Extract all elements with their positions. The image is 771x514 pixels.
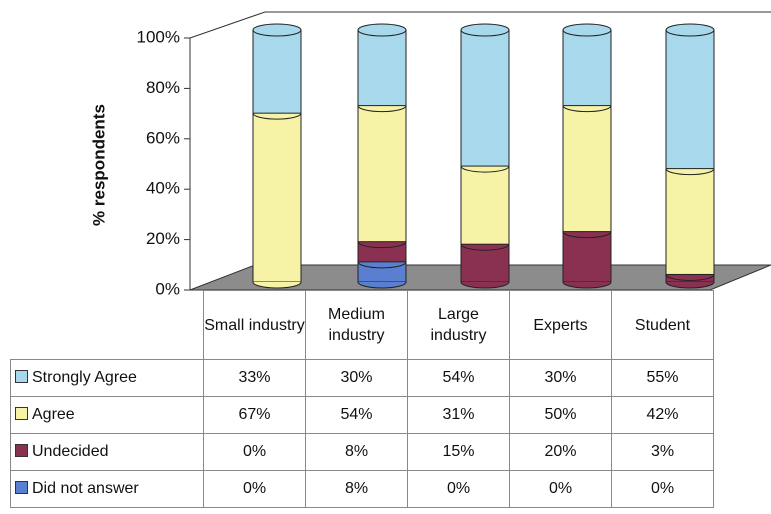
value-cell: 30%: [305, 359, 408, 397]
legend-label: Did not answer: [32, 480, 139, 497]
legend-swatch: [15, 370, 28, 383]
value-cell: 0%: [611, 470, 714, 508]
category-header: Student: [611, 290, 714, 360]
cylinder-segment: [460, 29, 510, 167]
cylinder-cap: [357, 23, 407, 37]
cylinder-segment: [665, 29, 715, 170]
cylinder-segment: [252, 29, 302, 114]
value-cell: 30%: [509, 359, 612, 397]
legend-swatch: [15, 444, 28, 457]
header-row: Small industry Medium industry Large indus…: [11, 290, 714, 360]
cylinder-segment: [357, 29, 407, 107]
cylinder-cap: [562, 23, 612, 37]
series-row: Did not answer 0% 8% 0% 0% 0%: [10, 470, 714, 508]
y-axis-label: % respondents: [89, 104, 108, 226]
value-cell: 0%: [509, 470, 612, 508]
cylinder-cap: [665, 23, 715, 37]
legend-cell: Agree: [10, 396, 204, 434]
cylinder-cap: [460, 23, 510, 37]
y-tick-label: 60%: [146, 128, 180, 147]
category-header: Small industry: [203, 290, 306, 360]
wall-edge: [189, 11, 771, 290]
y-tick-label: 40%: [146, 179, 180, 198]
legend-label: Undecided: [32, 443, 109, 460]
cylinder-segment: [460, 243, 510, 283]
y-tick-label: 20%: [146, 229, 180, 248]
value-cell: 67%: [203, 396, 306, 434]
value-cell: 42%: [611, 396, 714, 434]
legend-cell: Undecided: [10, 433, 204, 471]
cylinder-cap: [252, 23, 302, 37]
cylinder-bottom: [562, 281, 612, 289]
value-cell: 54%: [407, 359, 510, 397]
category-header: Large industry: [407, 290, 510, 360]
cylinder-segment: [562, 29, 612, 107]
value-cell: 0%: [407, 470, 510, 508]
value-cell: 15%: [407, 433, 510, 471]
value-cell: 54%: [305, 396, 408, 434]
y-tick-label: 0%: [155, 279, 180, 298]
cylinder-bottom: [665, 281, 715, 289]
data-table: Small industry Medium industry Large indus…: [10, 290, 714, 508]
series-row: Strongly Agree 33% 30% 54% 30% 55%: [10, 359, 714, 397]
value-cell: 8%: [305, 470, 408, 508]
value-cell: 3%: [611, 433, 714, 471]
cylinder-bottom: [252, 281, 302, 289]
legend-swatch: [15, 481, 28, 494]
value-cell: 31%: [407, 396, 510, 434]
y-tick-label: 100%: [137, 27, 180, 46]
value-cell: 0%: [203, 470, 306, 508]
value-cell: 55%: [611, 359, 714, 397]
blank-cell: [11, 291, 204, 360]
legend-label: Strongly Agree: [32, 369, 137, 386]
y-tick-label: 80%: [146, 78, 180, 97]
legend-swatch: [15, 407, 28, 420]
legend-cell: Did not answer: [10, 470, 204, 508]
value-cell: 0%: [203, 433, 306, 471]
cylinder-segment: [562, 231, 612, 283]
cylinder-bottom: [460, 281, 510, 289]
cylinder-segment: [665, 168, 715, 275]
series-row: Agree 67% 54% 31% 50% 42%: [10, 396, 714, 434]
cylinder-segment: [460, 165, 510, 245]
legend-label: Agree: [32, 406, 75, 423]
value-cell: 50%: [509, 396, 612, 434]
cylinder-segment: [252, 112, 302, 283]
cylinder-segment: [562, 105, 612, 233]
value-cell: 20%: [509, 433, 612, 471]
value-cell: 8%: [305, 433, 408, 471]
category-header: Medium industry: [305, 290, 408, 360]
cylinder-bottom: [357, 281, 407, 289]
legend-cell: Strongly Agree: [10, 359, 204, 397]
series-row: Undecided 0% 8% 15% 20% 3%: [10, 433, 714, 471]
category-header: Experts: [509, 290, 612, 360]
value-cell: 33%: [203, 359, 306, 397]
cylinder-segment: [357, 105, 407, 243]
